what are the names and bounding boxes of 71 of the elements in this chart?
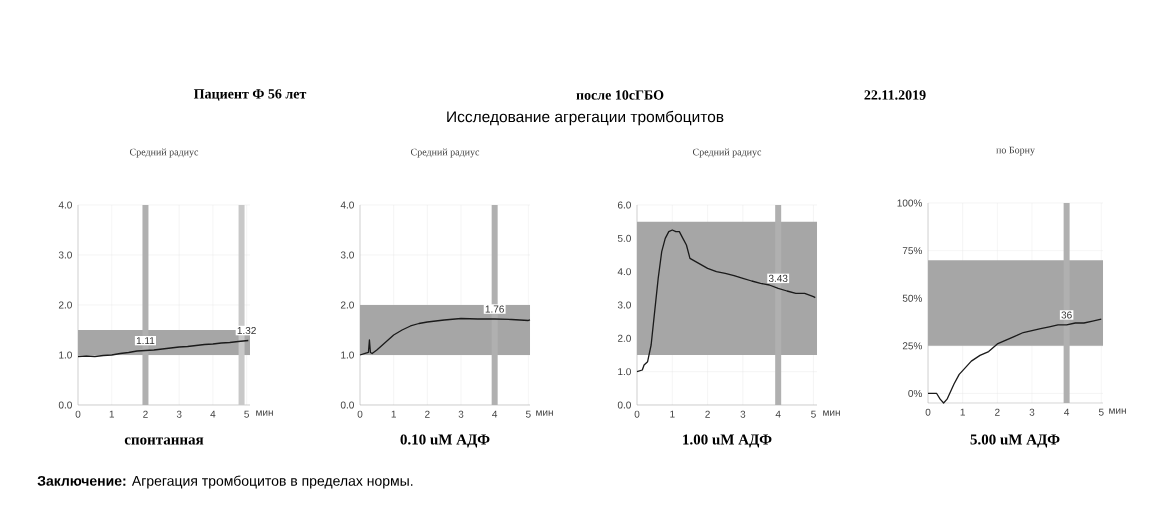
y-tick-label: 0% (908, 389, 922, 398)
x-tick-label: 5 (244, 410, 249, 418)
y-tick-label: 4.0 (340, 201, 354, 209)
x-tick-label: 0 (634, 410, 640, 418)
x-tick-label: 1 (109, 410, 115, 418)
x-tick-label: 5 (811, 410, 816, 418)
chart-title: Средний радиус (410, 148, 480, 158)
annotation: 1.32 (237, 327, 256, 335)
y-tick-label: 0.0 (58, 401, 72, 409)
y-tick-label: 1.0 (59, 351, 72, 359)
line-series (359, 317, 531, 356)
x-tick-label: 3 (458, 410, 464, 418)
y-tick-label: 0.0 (340, 401, 354, 409)
x-axis-title: мин (256, 410, 273, 416)
x-tick-label: 3 (740, 410, 746, 418)
x-tick-label: 4 (210, 410, 216, 418)
text: 5.00 uM АДФ (970, 434, 1060, 448)
x-tick-label: 2 (705, 410, 710, 418)
y-tick-label: 1.0 (618, 368, 631, 376)
y-tick-label: 25% (902, 342, 922, 350)
y-tick-label: 3.0 (58, 251, 72, 259)
x-tick-label: 3 (176, 410, 182, 418)
x-tick-label: 5 (1098, 408, 1104, 416)
x-tick-label: 5 (525, 410, 531, 418)
y-tick-label: 5.0 (617, 234, 631, 242)
y-tick-label: 2.0 (617, 334, 631, 342)
chart-title: Средний радиус (692, 148, 762, 158)
text: 22.11.2019 (864, 90, 926, 100)
x-tick-label: 1 (960, 408, 965, 416)
y-tick-label: 3.0 (617, 301, 631, 309)
x-tick-label: 4 (775, 410, 781, 418)
text: Пациент Ф 56 лет (193, 89, 307, 101)
y-tick-label: 6.0 (617, 201, 631, 209)
x-tick-label: 3 (1029, 408, 1035, 416)
y-tick-label: 100% (897, 199, 922, 207)
x-tick-label: 1 (670, 410, 675, 418)
text: Заключение: Агрегация тромбоцитов в пределах нормы. (37, 475, 413, 489)
line-series (77, 339, 249, 358)
x-tick-label: 0 (75, 410, 81, 418)
x-tick-label: 4 (492, 410, 498, 418)
y-tick-label: 0.0 (617, 401, 631, 409)
annotation: 1.11 (136, 337, 155, 345)
text: Исследование агрегации тромбоцитов (447, 110, 724, 126)
x-tick-label: 2 (143, 410, 148, 418)
x-tick-label: 2 (425, 410, 430, 418)
line-series (636, 229, 816, 373)
x-tick-label: 2 (995, 408, 1000, 416)
chart-title: Средний радиус (129, 148, 199, 158)
text: спонтанная (124, 437, 204, 445)
y-tick-label: 1.0 (341, 351, 354, 359)
x-axis-title: мин (823, 410, 840, 416)
chart-title: по Борну (996, 146, 1035, 156)
annotation: 1.76 (485, 305, 504, 313)
text: после 10сГБО (576, 90, 664, 100)
y-tick-label: 4.0 (617, 268, 631, 276)
y-tick-label: 4.0 (58, 201, 72, 209)
x-tick-label: 0 (357, 410, 363, 418)
annotation: 36 (1061, 311, 1072, 319)
y-tick-label: 2.0 (58, 301, 72, 309)
x-tick-label: 0 (925, 408, 931, 416)
x-tick-label: 1 (391, 410, 396, 418)
y-tick-label: 3.0 (340, 251, 354, 259)
annotation: 3.43 (768, 274, 788, 282)
y-tick-label: 75% (902, 247, 922, 255)
y-tick-label: 50% (902, 294, 922, 302)
text: 0.10 uM АДФ (400, 434, 490, 448)
y-tick-label: 2.0 (340, 301, 354, 309)
x-axis-title: мин (1109, 408, 1126, 414)
text: 1.00 uM АДФ (683, 434, 772, 448)
x-tick-label: 4 (1064, 408, 1070, 416)
x-axis-title: мин (536, 410, 553, 416)
